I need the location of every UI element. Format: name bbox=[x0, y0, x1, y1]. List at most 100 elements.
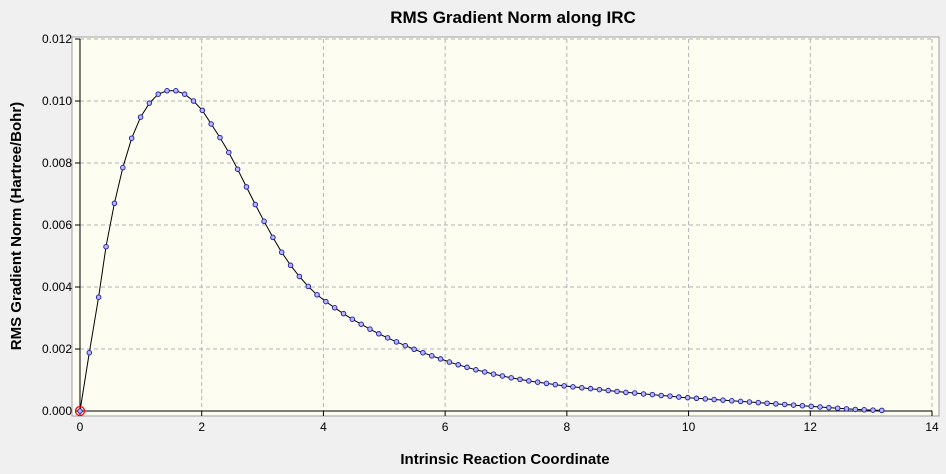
data-point[interactable] bbox=[852, 406, 859, 413]
data-point[interactable] bbox=[181, 91, 188, 97]
data-point[interactable] bbox=[684, 394, 691, 401]
data-point[interactable] bbox=[305, 283, 311, 290]
data-point[interactable] bbox=[667, 393, 673, 399]
data-point[interactable] bbox=[164, 88, 170, 94]
data-point[interactable] bbox=[808, 403, 814, 410]
data-point[interactable] bbox=[199, 107, 206, 114]
data-point[interactable] bbox=[173, 88, 179, 94]
data-point[interactable] bbox=[243, 184, 250, 190]
data-point[interactable] bbox=[552, 381, 559, 388]
data-point[interactable] bbox=[190, 98, 197, 104]
data-point[interactable] bbox=[349, 316, 356, 322]
data-point[interactable] bbox=[517, 376, 523, 383]
data-point[interactable] bbox=[420, 349, 426, 356]
axes bbox=[75, 38, 933, 416]
data-point[interactable] bbox=[384, 335, 391, 341]
data-point[interactable] bbox=[773, 401, 779, 407]
data-point[interactable] bbox=[155, 91, 161, 97]
data-point[interactable] bbox=[111, 200, 118, 207]
data-point[interactable] bbox=[367, 326, 373, 332]
data-point[interactable] bbox=[676, 394, 682, 400]
data-point[interactable] bbox=[764, 400, 770, 407]
data-point[interactable] bbox=[252, 201, 259, 208]
data-point[interactable] bbox=[446, 359, 453, 365]
x-tick-label: 4 bbox=[320, 420, 327, 434]
data-point[interactable] bbox=[799, 402, 806, 409]
data-point[interactable] bbox=[429, 353, 435, 359]
data-point[interactable] bbox=[649, 391, 656, 398]
highlighted-point[interactable] bbox=[74, 405, 86, 417]
data-point[interactable] bbox=[376, 331, 382, 337]
data-point[interactable] bbox=[693, 395, 700, 402]
data-point[interactable] bbox=[455, 362, 461, 368]
data-point[interactable] bbox=[605, 387, 611, 394]
data-markers bbox=[74, 88, 885, 417]
x-tick-label: 2 bbox=[198, 420, 205, 434]
data-point[interactable] bbox=[570, 384, 576, 390]
data-point[interactable] bbox=[579, 385, 585, 391]
data-point[interactable] bbox=[137, 114, 144, 120]
data-point[interactable] bbox=[870, 407, 876, 413]
data-point[interactable] bbox=[77, 408, 83, 414]
data-point[interactable] bbox=[746, 399, 753, 405]
data-point[interactable] bbox=[614, 388, 620, 395]
data-point[interactable] bbox=[261, 218, 267, 225]
data-point[interactable] bbox=[490, 371, 497, 377]
data-point[interactable] bbox=[640, 391, 647, 397]
data-point[interactable] bbox=[217, 134, 223, 141]
data-point[interactable] bbox=[287, 262, 294, 269]
x-tick-label: 12 bbox=[804, 420, 818, 434]
data-point[interactable] bbox=[86, 349, 93, 356]
plot-area[interactable] bbox=[71, 36, 940, 417]
data-point[interactable] bbox=[270, 234, 276, 241]
data-point[interactable] bbox=[402, 342, 409, 349]
data-point[interactable] bbox=[879, 407, 885, 414]
data-point[interactable] bbox=[526, 378, 532, 384]
data-point[interactable] bbox=[534, 379, 541, 385]
data-point[interactable] bbox=[711, 396, 717, 403]
data-point[interactable] bbox=[226, 149, 232, 156]
data-point[interactable] bbox=[658, 392, 664, 399]
data-point[interactable] bbox=[323, 298, 329, 305]
data-point[interactable] bbox=[314, 292, 320, 298]
data-point[interactable] bbox=[702, 396, 709, 402]
data-point[interactable] bbox=[499, 373, 506, 379]
data-point[interactable] bbox=[437, 356, 444, 362]
data-point[interactable] bbox=[755, 399, 762, 406]
data-point[interactable] bbox=[358, 321, 364, 327]
data-point[interactable] bbox=[861, 407, 867, 413]
data-point[interactable] bbox=[790, 402, 797, 408]
data-point[interactable] bbox=[481, 369, 488, 375]
data-point[interactable] bbox=[737, 398, 744, 405]
data-point[interactable] bbox=[843, 406, 850, 412]
data-point[interactable] bbox=[278, 249, 285, 256]
data-point[interactable] bbox=[631, 390, 638, 396]
data-point[interactable] bbox=[781, 401, 788, 408]
data-point[interactable] bbox=[508, 375, 514, 381]
data-point[interactable] bbox=[473, 367, 479, 373]
data-point[interactable] bbox=[95, 294, 102, 300]
data-point[interactable] bbox=[208, 121, 214, 127]
data-point[interactable] bbox=[729, 398, 735, 404]
data-point[interactable] bbox=[623, 389, 629, 396]
data-point[interactable] bbox=[340, 310, 347, 317]
data-point[interactable] bbox=[720, 397, 726, 403]
data-point[interactable] bbox=[393, 339, 400, 345]
data-point[interactable] bbox=[128, 135, 135, 141]
data-point[interactable] bbox=[561, 383, 567, 389]
data-point[interactable] bbox=[596, 386, 603, 393]
data-point[interactable] bbox=[331, 305, 338, 311]
data-point[interactable] bbox=[817, 404, 823, 410]
data-point[interactable] bbox=[464, 364, 470, 371]
data-point[interactable] bbox=[411, 346, 417, 353]
data-point[interactable] bbox=[834, 405, 841, 411]
y-tick-label: 0.008 bbox=[42, 156, 72, 170]
data-point[interactable] bbox=[543, 380, 550, 387]
data-point[interactable] bbox=[146, 100, 153, 106]
data-point[interactable] bbox=[103, 243, 109, 250]
data-point[interactable] bbox=[826, 404, 832, 411]
data-point[interactable] bbox=[234, 166, 241, 172]
data-point[interactable] bbox=[120, 164, 126, 171]
data-point[interactable] bbox=[296, 273, 303, 280]
data-point[interactable] bbox=[587, 385, 594, 392]
